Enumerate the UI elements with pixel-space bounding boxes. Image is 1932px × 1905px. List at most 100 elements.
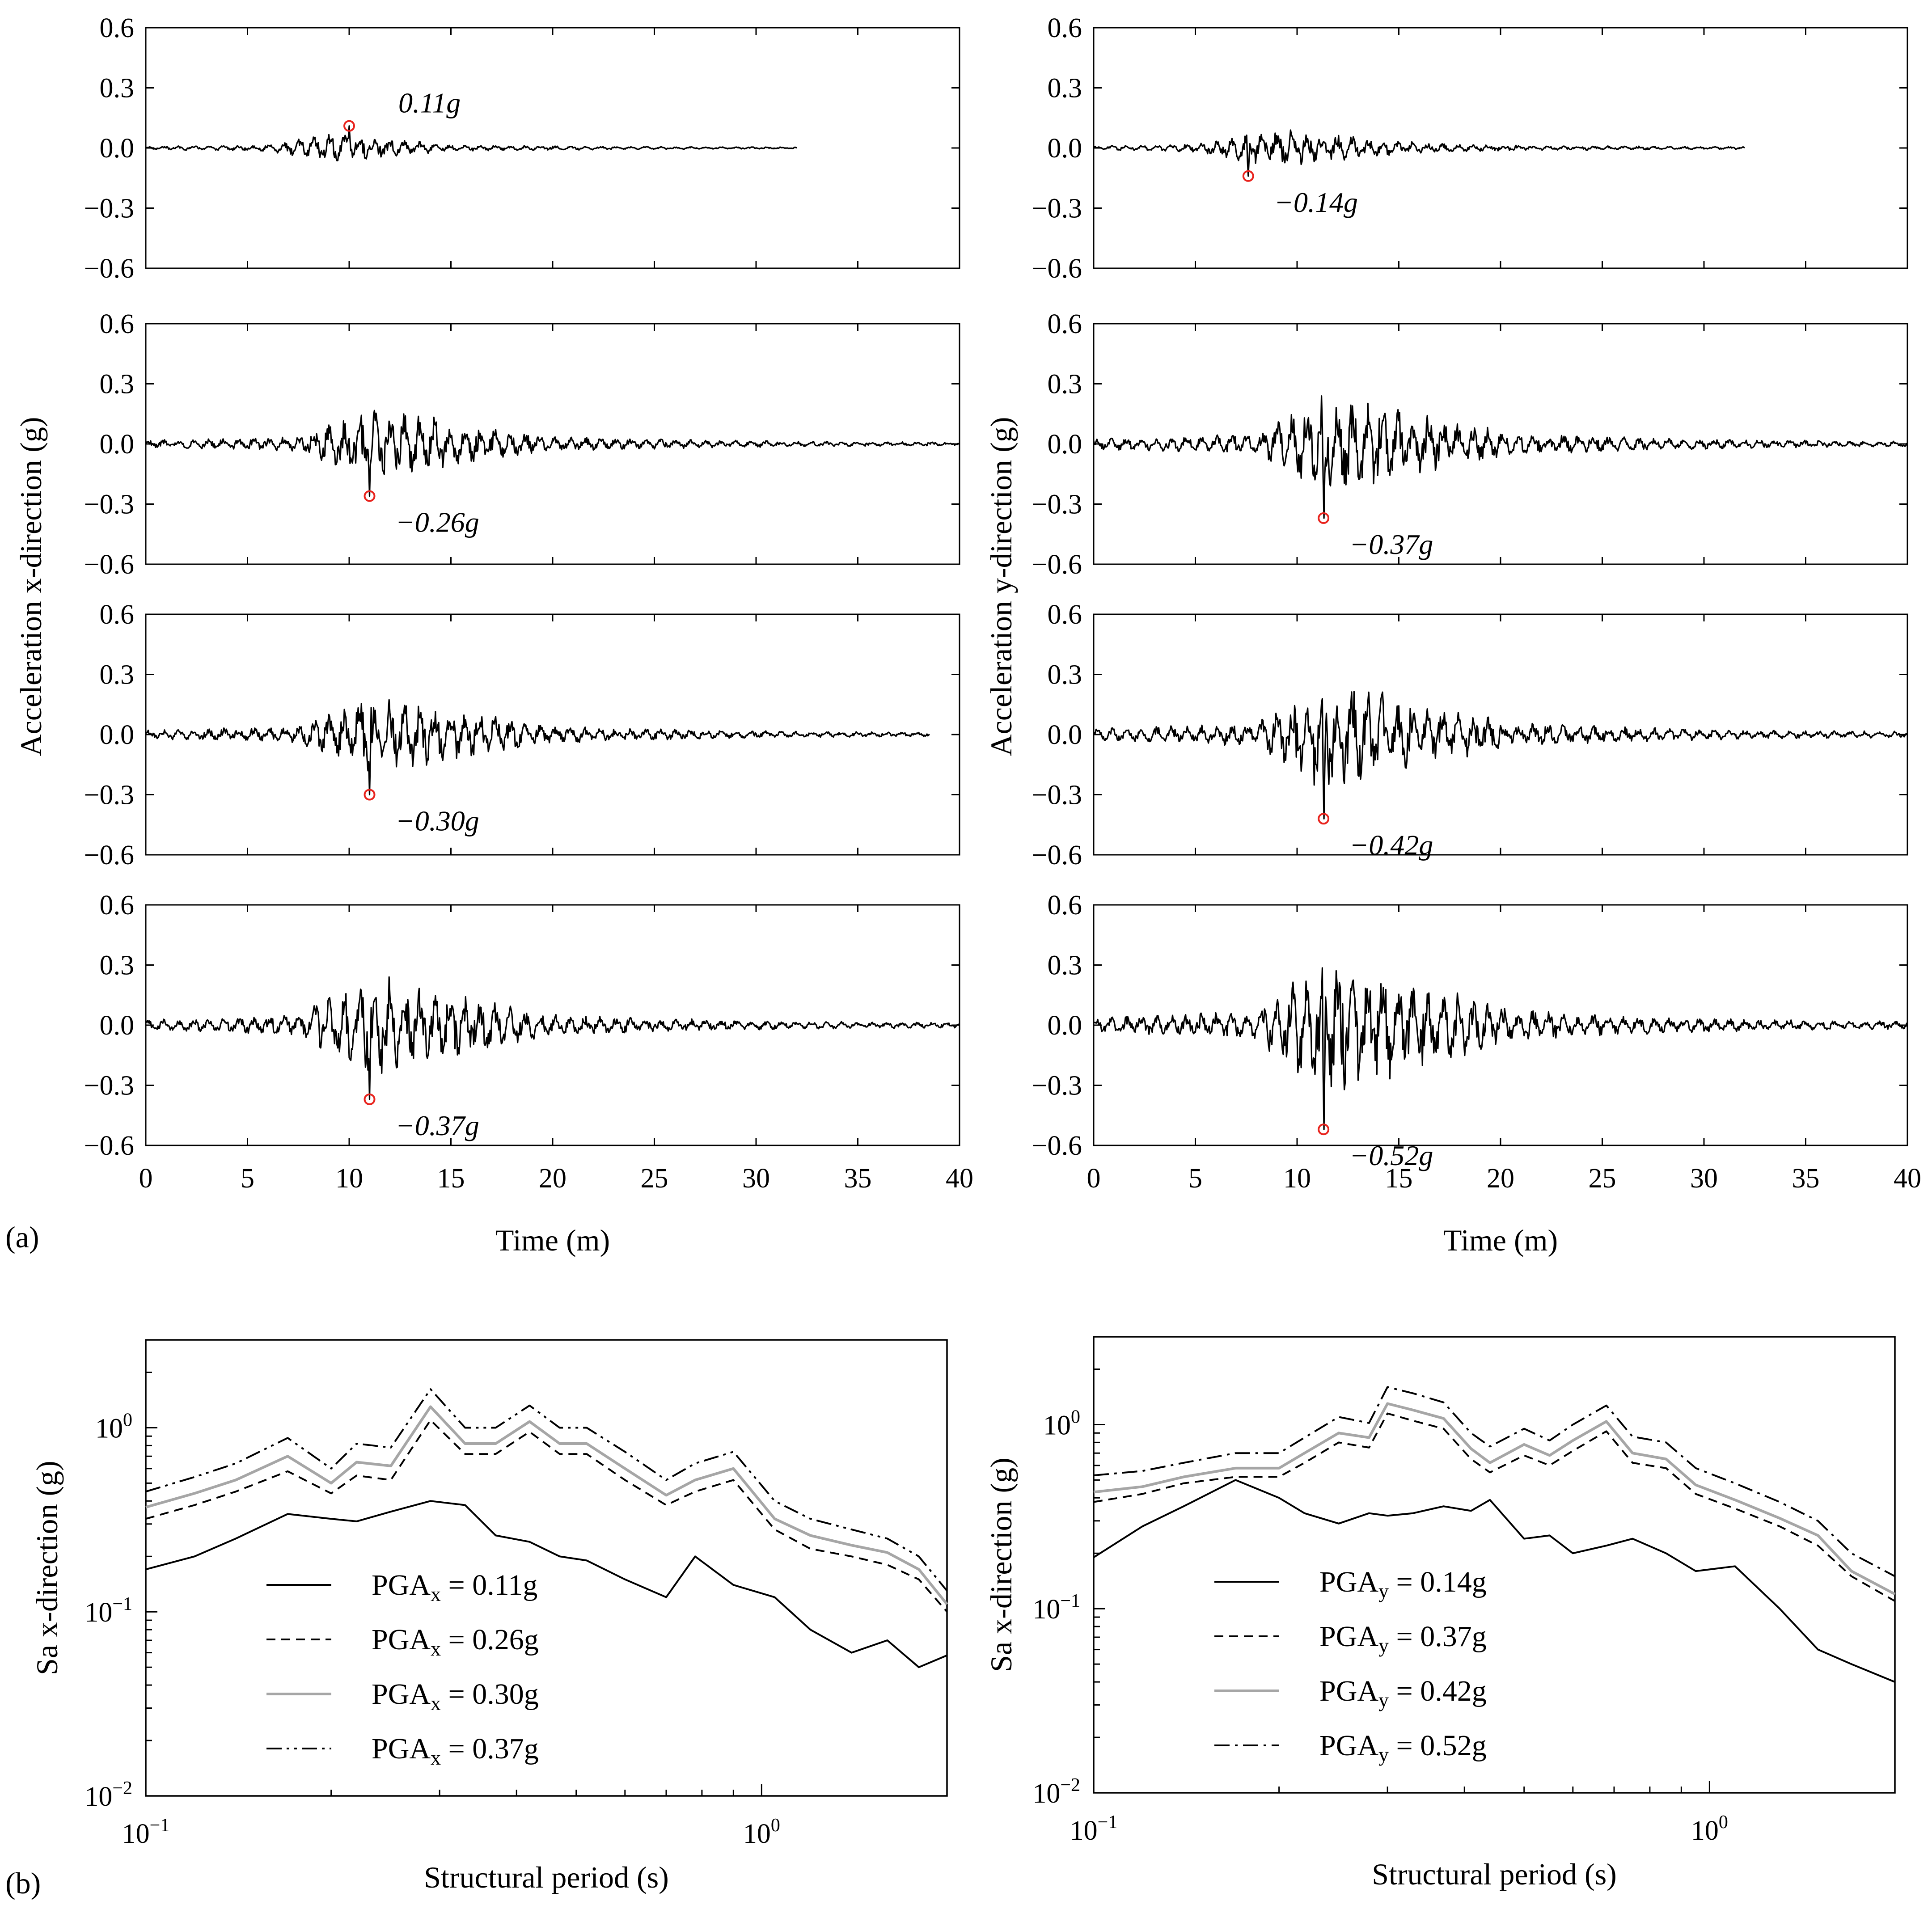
legend-value: = 0.26g (441, 1623, 539, 1656)
acceleration-trace (145, 976, 960, 1100)
panel-label-b: (b) (5, 1866, 41, 1900)
y-tick-label: 0.3 (100, 660, 135, 690)
y-tick-label: 0.6 (100, 13, 135, 43)
peak-marker (1318, 813, 1330, 825)
peak-annotation: −0.14g (1274, 186, 1358, 218)
tick-exponent: −2 (112, 1778, 132, 1799)
peak-marker (364, 789, 376, 801)
x-axis-label: Structural period (s) (1372, 1857, 1617, 1891)
x-axis-label: Time (m) (1443, 1223, 1558, 1257)
acceleration-trace (145, 125, 797, 161)
y-tick-label: −0.3 (84, 194, 134, 224)
y-tick-label: −0.6 (1032, 1131, 1082, 1161)
legend-label: PGAx = 0.30g (372, 1678, 539, 1715)
y-tick-label: 0.6 (100, 600, 135, 630)
y-tick-label: 0.0 (100, 720, 135, 750)
x-tick-label: 40 (946, 1163, 973, 1194)
y-tick-label: 10−1 (85, 1594, 132, 1628)
accel-chart-acc-x: −0.6 −0.3 0.0 0.3 0.6 0.11g −0.6−0.30.00.30.6−… (14, 13, 973, 1257)
peak-annotation: −0.37g (1349, 528, 1433, 560)
accel-subplot-acc-x-3: −0.6 −0.3 0.0 0.3 0.6 −0.37g (84, 890, 960, 1161)
y-tick-label: −0.3 (84, 780, 134, 811)
legend-value: = 0.30g (441, 1678, 539, 1711)
y-tick-label: −0.3 (1032, 194, 1082, 224)
tick-base: 10 (743, 1819, 771, 1849)
legend-main: PGA (1319, 1675, 1378, 1707)
series-line-2 (1093, 1412, 1895, 1602)
x-tick-label: 30 (742, 1163, 770, 1194)
legend-subscript: x (431, 1637, 441, 1660)
acceleration-trace (1093, 395, 1907, 519)
x-tick-label: 100 (743, 1815, 780, 1849)
tick-base: 10 (1691, 1816, 1719, 1846)
y-axis-label: Acceleration y-direction (g) (984, 417, 1018, 756)
peak-annotation: −0.37g (396, 1110, 479, 1141)
tick-exponent: −1 (1098, 1812, 1118, 1833)
x-tick-label: 0 (1087, 1163, 1101, 1194)
y-tick-label: 10−1 (1032, 1591, 1080, 1625)
x-tick-label: 10 (1283, 1163, 1311, 1194)
legend-main: PGA (372, 1569, 431, 1601)
accel-subplot-acc-y-0: −0.6 −0.3 0.0 0.3 0.6 −0.14g (1032, 13, 1908, 284)
peak-annotation: 0.11g (398, 87, 461, 119)
peak-marker (1242, 170, 1254, 182)
accel-subplot-acc-x-2: −0.6 −0.3 0.0 0.3 0.6 −0.30g (84, 600, 960, 870)
tick-base: 10 (1032, 1594, 1060, 1625)
accel-subplot-acc-y-3: −0.6 −0.3 0.0 0.3 0.6 −0.52g (1032, 890, 1908, 1171)
y-tick-label: −0.6 (84, 840, 134, 870)
legend-value: = 0.11g (441, 1569, 537, 1601)
legend-label: PGAy = 0.14g (1319, 1566, 1487, 1602)
series-line-2 (145, 1419, 948, 1613)
y-tick-label: −0.6 (1032, 549, 1082, 580)
y-tick-label: 0.0 (1048, 1010, 1082, 1041)
legend-subscript: x (431, 1746, 441, 1769)
panel-a-time-histories: −0.6−0.30.00.30.60.11g−0.6−0.30.00.30.6−… (14, 13, 1921, 1257)
x-axis-label: Time (m) (495, 1223, 610, 1257)
x-tick-label: 20 (539, 1163, 566, 1194)
y-tick-label: 0.6 (1048, 890, 1082, 921)
y-tick-label: 0.0 (100, 429, 135, 460)
y-tick-label: 10−2 (1032, 1775, 1080, 1809)
legend-subscript: x (431, 1692, 441, 1715)
y-tick-label: −0.3 (1032, 1071, 1082, 1101)
tick-base: 10 (85, 1782, 112, 1812)
legend-label: PGAy = 0.52g (1319, 1729, 1487, 1766)
accel-subplot-acc-y-2: −0.6 −0.3 0.0 0.3 0.6 −0.42g (1032, 600, 1908, 870)
y-tick-label: 0.3 (1048, 73, 1082, 104)
tick-base: 10 (1043, 1410, 1071, 1440)
y-tick-label: −0.6 (84, 549, 134, 580)
x-tick-label: 0 (139, 1163, 153, 1194)
tick-exponent: 0 (771, 1815, 780, 1836)
peak-marker (364, 490, 376, 502)
peak-annotation: −0.26g (396, 507, 479, 538)
x-axis-label: Structural period (s) (424, 1860, 669, 1894)
y-tick-label: 0.6 (1048, 600, 1082, 630)
plot-frame (1093, 1336, 1896, 1794)
y-tick-label: 100 (95, 1410, 132, 1444)
accel-chart-acc-y: −0.6 −0.3 0.0 0.3 0.6 −0.14g −0.6 −0.3 0.0 0.3 0.6… (984, 13, 1921, 1257)
peak-marker (1318, 1124, 1330, 1136)
legend-main: PGA (1319, 1729, 1378, 1762)
legend-value: = 0.37g (1389, 1620, 1487, 1653)
legend-label: PGAx = 0.11g (372, 1569, 537, 1605)
tick-base: 10 (122, 1819, 150, 1849)
legend-main: PGA (1319, 1620, 1378, 1653)
x-tick-label: 25 (641, 1163, 668, 1194)
acceleration-trace (145, 699, 930, 796)
y-tick-label: 0.3 (1048, 369, 1082, 400)
acceleration-trace (1093, 129, 1745, 177)
x-tick-label: 25 (1589, 1163, 1616, 1194)
peak-annotation: −0.42g (1349, 829, 1433, 861)
y-axis-label: Sa x-direction (g) (984, 1457, 1018, 1672)
x-tick-label: 100 (1691, 1812, 1728, 1846)
legend-value: = 0.52g (1389, 1729, 1487, 1762)
y-tick-label: −0.3 (84, 490, 134, 520)
series-line-4 (1093, 1386, 1895, 1577)
y-tick-label: −0.6 (1032, 253, 1082, 284)
legend-label: PGAy = 0.37g (1319, 1620, 1487, 1657)
x-tick-label: 10−1 (122, 1815, 170, 1849)
legend-main: PGA (372, 1678, 431, 1711)
legend-value: = 0.14g (1389, 1566, 1487, 1598)
x-tick-label: 5 (1188, 1163, 1202, 1194)
peak-marker (364, 1093, 376, 1105)
